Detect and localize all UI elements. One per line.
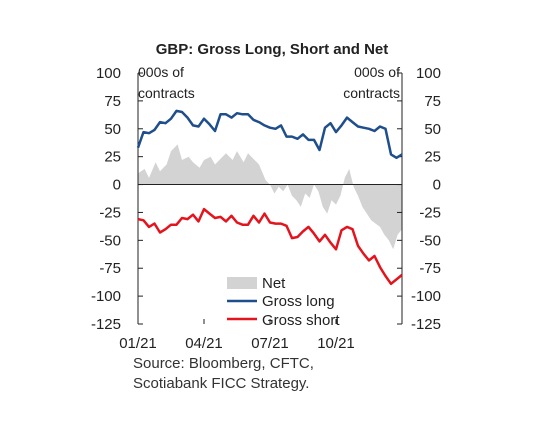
legend-net-label: Net [262, 275, 286, 292]
right-tick-label: 100 [416, 65, 441, 82]
right-tick-label: -25 [419, 204, 441, 221]
x-tick-label: 10/21 [317, 335, 355, 350]
right-unit-line1: 000s of [354, 64, 400, 80]
legend-gross-long-label: Gross long [262, 293, 335, 310]
right-tick-label: -75 [419, 260, 441, 277]
series-lines-layer [136, 109, 403, 286]
left-tick-label: 50 [104, 121, 121, 138]
left-tick-label: 25 [104, 149, 121, 166]
legend: Net Gross long Gross short [227, 275, 340, 329]
left-tick-label: -75 [99, 260, 121, 277]
left-tick-label: 100 [96, 65, 121, 82]
left-tick-label: -25 [99, 204, 121, 221]
source-line-2: Scotiabank FICC Strategy. [133, 375, 310, 392]
chart-title: GBP: Gross Long, Short and Net [156, 41, 389, 58]
gbp-positioning-chart: GBP: Gross Long, Short and Net 000s of c… [91, 41, 441, 350]
right-tick-label: 50 [424, 121, 441, 138]
right-tick-label: -100 [411, 288, 441, 305]
axes-layer [137, 72, 403, 325]
left-tick-label: 0 [113, 177, 121, 194]
left-tick-label: 75 [104, 93, 121, 110]
left-unit-line2: contracts [138, 85, 195, 101]
right-tick-label: 25 [424, 149, 441, 166]
left-unit-line1: 000s of [138, 64, 184, 80]
right-tick-label: 0 [433, 177, 441, 194]
right-tick-label: -125 [411, 316, 441, 333]
left-tick-label: -125 [91, 316, 121, 333]
net-area-layer [138, 144, 402, 250]
gross-short-line [137, 207, 403, 286]
x-tick-label: 04/21 [185, 335, 223, 350]
source-line-1: Source: Bloomberg, CFTC, [133, 355, 314, 372]
gross-long-line [136, 109, 403, 160]
x-tick-label: 07/21 [251, 335, 289, 350]
net-area [138, 144, 402, 250]
x-tick-label: 01/21 [119, 335, 157, 350]
source-note: Source: Bloomberg, CFTC, Scotiabank FICC… [133, 354, 314, 394]
right-unit-line2: contracts [343, 85, 400, 101]
tick-labels: 100 100 75 75 50 50 25 25 0 0 -25 -25 -50 -50 -75 -75 -1… [91, 65, 441, 350]
legend-gross-short-label: Gross short [262, 312, 340, 329]
right-tick-label: -50 [419, 232, 441, 249]
left-tick-label: -50 [99, 232, 121, 249]
right-tick-label: 75 [424, 93, 441, 110]
left-tick-label: -100 [91, 288, 121, 305]
legend-net-swatch [227, 277, 257, 289]
